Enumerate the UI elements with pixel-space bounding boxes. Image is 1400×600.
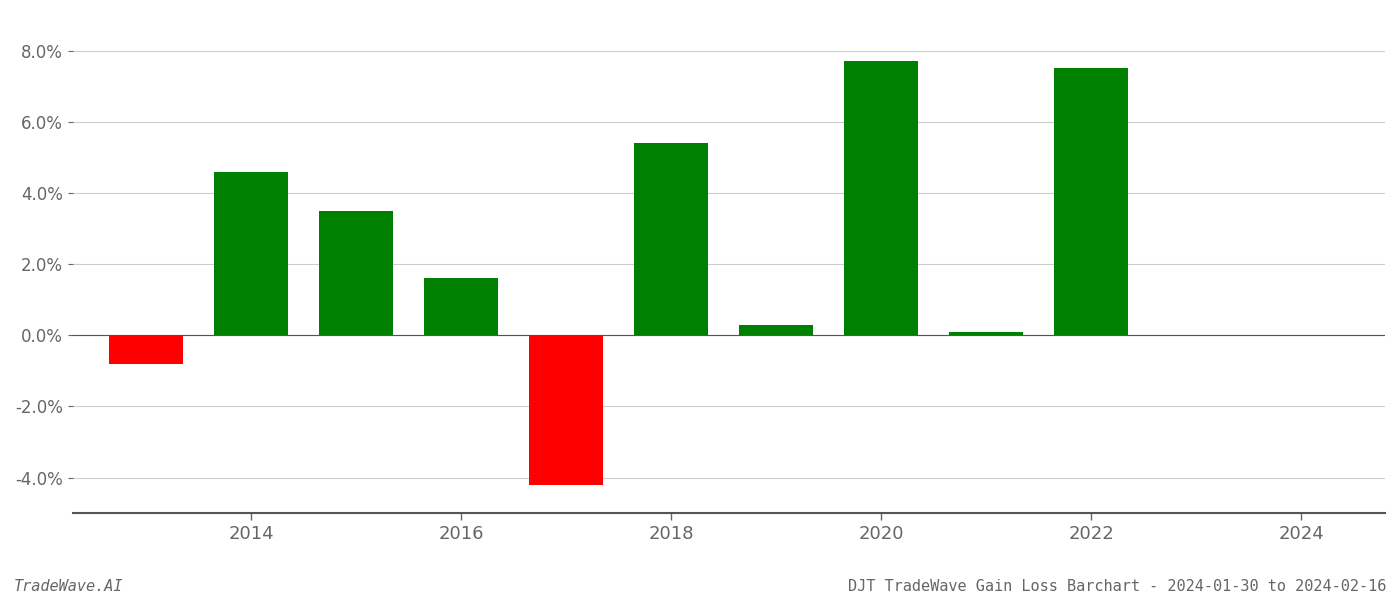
Text: TradeWave.AI: TradeWave.AI [14,579,123,594]
Bar [424,278,498,335]
Text: DJT TradeWave Gain Loss Barchart - 2024-01-30 to 2024-02-16: DJT TradeWave Gain Loss Barchart - 2024-… [847,579,1386,594]
Bar [109,335,183,364]
Bar [739,325,813,335]
Bar [844,61,918,335]
Bar [319,211,393,335]
Bar [529,335,603,485]
Bar [634,143,708,335]
Bar [214,172,288,335]
Bar [949,332,1023,335]
Bar [1054,68,1128,335]
